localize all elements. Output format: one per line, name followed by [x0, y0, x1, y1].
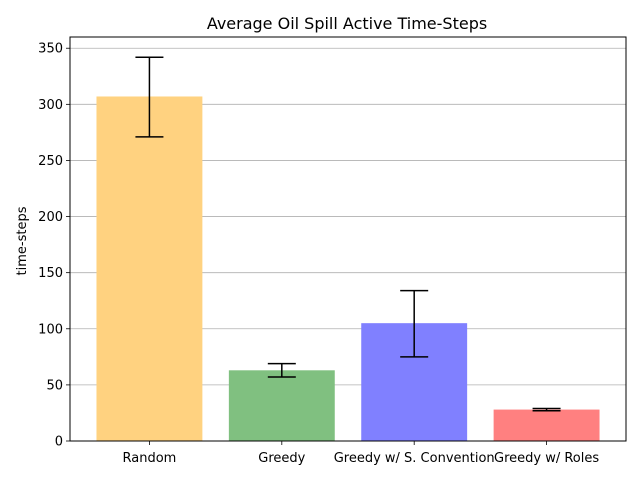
plot-frame: [69, 36, 627, 442]
y-tick-label: 250: [38, 154, 63, 169]
chart-title: Average Oil Spill Active Time-Steps: [207, 14, 487, 33]
y-tick-label: 50: [46, 378, 63, 393]
y-tick-label: 300: [38, 98, 63, 113]
x-tick-label: Greedy: [258, 451, 305, 466]
error-bars: [135, 56, 561, 412]
x-tick-label: Greedy w/ S. Convention: [334, 451, 495, 466]
y-tick-label: 100: [38, 322, 63, 337]
bar-greedy: [228, 370, 335, 441]
bars: [96, 96, 600, 441]
axes: 0 50 100 150 200 250 300 350 Random Greedy Greedy …: [38, 36, 627, 466]
y-tick-label: 200: [38, 210, 63, 225]
x-tick-label: Greedy w/ Roles: [494, 451, 599, 466]
y-axis-label: time-steps: [15, 206, 30, 275]
y-tick-label: 150: [38, 266, 63, 281]
x-tick-label: Random: [123, 451, 177, 466]
bar-greedy-w-roles: [493, 409, 600, 441]
bar-random: [96, 96, 203, 441]
y-tick-label: 350: [38, 42, 63, 57]
y-tick-label: 0: [55, 435, 63, 450]
